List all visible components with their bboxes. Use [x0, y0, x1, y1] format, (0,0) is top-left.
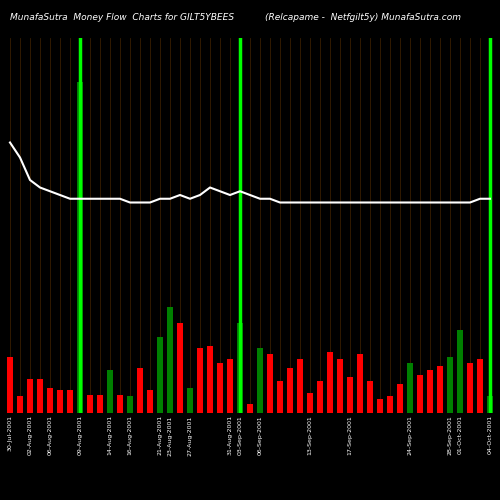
Bar [167, 307, 173, 412]
Bar [427, 370, 433, 412]
Bar [17, 396, 23, 412]
Bar [387, 396, 393, 412]
Bar [107, 370, 113, 412]
Bar [27, 378, 33, 412]
Bar [417, 375, 423, 412]
Bar [397, 384, 403, 412]
Bar [277, 381, 283, 412]
Text: MunafaSutra  Money Flow  Charts for GILT5YBEES: MunafaSutra Money Flow Charts for GILT5Y… [10, 12, 234, 22]
Bar [357, 354, 363, 412]
Bar [177, 323, 183, 412]
Bar [257, 348, 263, 412]
Bar [88, 394, 93, 412]
Text: (Relcapame -  Netfgilt5y) MunafaSutra.com: (Relcapame - Netfgilt5y) MunafaSutra.com [265, 12, 461, 22]
Bar [187, 388, 193, 412]
Bar [97, 394, 103, 412]
Bar [7, 357, 13, 412]
Bar [137, 368, 143, 412]
Bar [157, 336, 163, 412]
Bar [448, 357, 453, 412]
Bar [318, 381, 323, 412]
Bar [127, 396, 133, 412]
Bar [437, 366, 443, 412]
Bar [217, 364, 223, 412]
Bar [208, 346, 213, 412]
Bar [337, 359, 343, 412]
Bar [238, 323, 243, 412]
Bar [77, 82, 83, 412]
Bar [147, 390, 153, 412]
Bar [347, 377, 353, 412]
Bar [407, 364, 413, 412]
Bar [467, 364, 473, 412]
Bar [327, 352, 333, 412]
Bar [297, 359, 303, 412]
Bar [487, 396, 493, 412]
Bar [247, 404, 253, 412]
Bar [37, 378, 43, 412]
Bar [57, 390, 63, 412]
Bar [367, 381, 373, 412]
Bar [477, 359, 483, 412]
Bar [378, 399, 383, 412]
Bar [197, 348, 203, 412]
Bar [307, 393, 313, 412]
Bar [67, 390, 73, 412]
Bar [267, 354, 273, 412]
Bar [287, 368, 293, 412]
Bar [457, 330, 463, 412]
Bar [227, 359, 233, 412]
Bar [117, 394, 123, 412]
Bar [47, 388, 53, 412]
